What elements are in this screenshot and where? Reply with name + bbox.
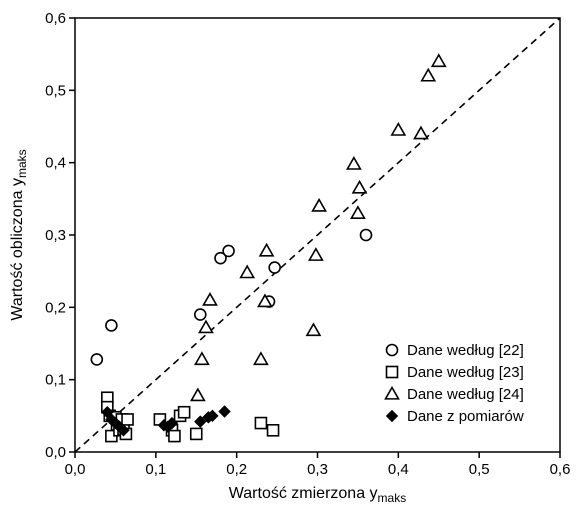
legend-item: Dane według [24] <box>384 385 524 403</box>
legend-marker <box>385 409 399 423</box>
y-tick-label: 0,4 <box>45 155 66 172</box>
legend: Dane według [22] Dane według [23] Dane wed… <box>384 342 524 425</box>
data-point-circle <box>214 251 227 265</box>
y-axis-label: Wartość obliczona ymaks <box>9 149 29 320</box>
data-point-circle <box>105 319 118 332</box>
legend-label: Dane według [22] <box>407 342 524 359</box>
data-marks <box>90 53 447 443</box>
x-tick-label: 0,4 <box>388 461 409 478</box>
data-point-circle <box>90 353 104 366</box>
legend-item: Dane z pomiarów <box>385 408 524 425</box>
data-point-triangle <box>202 291 218 306</box>
data-point-triangle <box>311 197 327 212</box>
y-axis-label-main: Wartość obliczona y <box>9 178 26 321</box>
data-point-triangle <box>430 53 447 68</box>
data-point-triangle <box>239 264 256 279</box>
data-point-circle <box>268 261 281 274</box>
data-point-triangle <box>351 179 368 194</box>
y-tick-label: 0,6 <box>45 10 66 27</box>
legend-marker <box>385 365 399 379</box>
legend-item: Dane według [23] <box>385 364 524 381</box>
data-point-circle <box>222 244 235 258</box>
data-point-triangle <box>420 67 437 82</box>
data-point-triangle <box>345 156 362 170</box>
data-point-square <box>177 405 191 419</box>
legend-label: Dane według [23] <box>407 364 524 381</box>
data-point-diamond <box>206 409 219 423</box>
data-point-triangle <box>194 351 210 366</box>
x-axis-label: Wartość zmierzona ymaks <box>229 485 406 503</box>
reference-line <box>74 17 561 453</box>
data-point-square <box>121 413 134 426</box>
data-point-triangle <box>413 125 429 140</box>
series-3 <box>189 53 447 402</box>
data-point-triangle <box>253 351 269 366</box>
data-point-square <box>266 423 280 437</box>
data-point-triangle <box>350 205 366 219</box>
data-point-triangle <box>258 242 275 257</box>
data-point-triangle <box>257 293 273 308</box>
legend-item: Dane według [22] <box>385 342 524 359</box>
series-4 <box>101 405 231 437</box>
data-point-triangle <box>308 247 324 261</box>
x-tick-label: 0,2 <box>226 461 247 478</box>
x-axis-label-sub: maks <box>378 491 407 503</box>
x-axis-label-main: Wartość zmierzona y <box>229 485 378 502</box>
series-2 <box>101 391 280 443</box>
x-tick-label: 0,0 <box>65 461 86 478</box>
data-point-triangle <box>189 387 206 402</box>
y-tick-label: 0,1 <box>45 372 66 389</box>
x-tick-label: 0,3 <box>307 461 328 478</box>
data-point-diamond <box>165 416 179 430</box>
data-point-triangle <box>390 122 407 136</box>
y-tick-label: 0,5 <box>45 82 66 99</box>
data-point-circle <box>359 228 373 242</box>
x-tick-label: 0,1 <box>145 461 166 478</box>
axes: 0,0 0,1 0,2 0,3 0,4 0,5 0,6 0,0 0,1 0,2 0,3 0,4 0,5 0… <box>45 10 570 478</box>
legend-marker <box>384 385 400 400</box>
data-point-square <box>254 416 268 430</box>
data-point-diamond <box>117 424 130 437</box>
series-1 <box>90 228 373 366</box>
y-axis-label-sub: maks <box>15 149 29 178</box>
y-tick-label: 0,0 <box>45 444 66 461</box>
data-point-diamond <box>218 405 231 418</box>
y-tick-label: 0,3 <box>45 227 66 244</box>
x-tick-label: 0,5 <box>469 461 490 478</box>
data-point-triangle <box>198 319 214 334</box>
data-point-triangle <box>305 322 322 337</box>
x-tick-label: 0,6 <box>550 461 571 478</box>
legend-label: Dane według [24] <box>407 386 524 403</box>
data-point-square <box>168 429 181 443</box>
legend-label: Dane z pomiarów <box>407 408 524 425</box>
data-point-circle <box>193 308 207 321</box>
data-point-diamond <box>194 415 207 428</box>
legend-marker <box>385 343 399 357</box>
y-tick-label: 0,2 <box>45 299 66 316</box>
data-point-square <box>189 427 203 441</box>
